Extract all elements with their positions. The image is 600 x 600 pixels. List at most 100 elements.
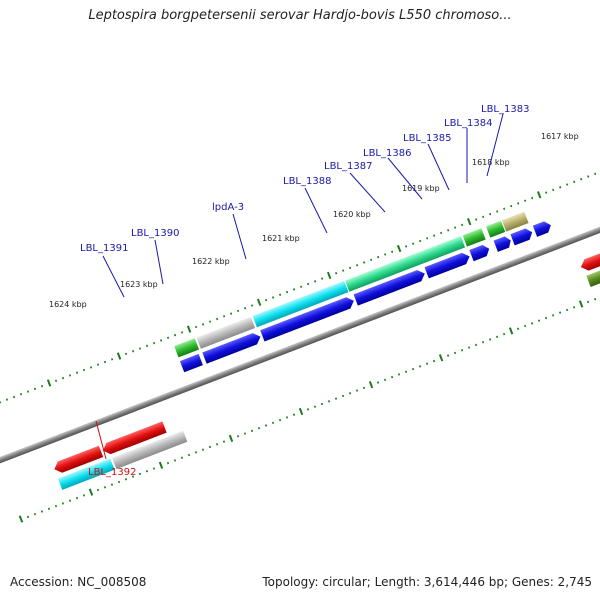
- cds-arrow[interactable]: [532, 220, 553, 237]
- feature-cyan[interactable]: [57, 458, 115, 490]
- gene-label-lbl-1386[interactable]: LBL_1386: [363, 148, 411, 159]
- major-tick: [46, 379, 52, 387]
- minor-tick: [335, 272, 338, 275]
- major-tick: [326, 271, 332, 280]
- minor-tick: [391, 250, 394, 253]
- gene-label-lbl-1383[interactable]: LBL_1383: [481, 104, 529, 115]
- minor-tick: [145, 469, 149, 473]
- minor-tick: [594, 297, 597, 301]
- minor-tick: [208, 320, 212, 323]
- feature-lbl-1390[interactable]: [196, 316, 256, 349]
- minor-tick: [537, 319, 541, 322]
- minor-tick: [433, 234, 436, 237]
- minor-tick: [559, 186, 562, 189]
- minor-tick: [552, 188, 555, 192]
- gene-labels: LBL_1391 LBL_1390 lpdA-3 LBL_1388 LBL_13…: [80, 104, 529, 478]
- gene-label-lbl-1385[interactable]: LBL_1385: [403, 133, 451, 144]
- feature-lbl-1383[interactable]: [501, 211, 529, 232]
- major-tick: [466, 218, 472, 226]
- minor-tick: [264, 298, 268, 302]
- gene-label-lbl-1391[interactable]: LBL_1391: [80, 243, 128, 254]
- minor-tick: [475, 218, 478, 221]
- minor-tick: [405, 245, 408, 248]
- minor-tick: [558, 311, 562, 314]
- minor-tick: [321, 277, 324, 280]
- minor-tick: [516, 327, 520, 330]
- minor-tick: [117, 480, 121, 484]
- minor-tick: [419, 239, 422, 243]
- gene-label-lpda-3[interactable]: lpdA-3: [212, 202, 244, 213]
- minor-tick: [363, 261, 366, 264]
- feature-lbl-1386[interactable]: [462, 228, 486, 247]
- minor-tick: [594, 172, 597, 176]
- feature-lbl-1391[interactable]: [174, 338, 200, 358]
- major-tick: [578, 300, 584, 308]
- minor-tick: [523, 324, 527, 328]
- minor-tick: [61, 376, 65, 380]
- cds-arrow[interactable]: [424, 251, 472, 279]
- scale-labels: 1624 kbp 1623 kbp 1622 kbp 1621 kbp 1620…: [49, 132, 579, 309]
- gene-label-lbl-1387[interactable]: LBL_1387: [324, 161, 372, 172]
- reverse-arrow[interactable]: [101, 421, 167, 456]
- reverse-arrow[interactable]: [52, 445, 104, 475]
- minor-tick: [292, 413, 296, 416]
- minor-tick: [166, 336, 170, 340]
- feature-lbl-1388[interactable]: [345, 236, 466, 292]
- minor-tick: [383, 378, 387, 382]
- minor-tick: [68, 374, 72, 377]
- cds-arrow[interactable]: [202, 331, 262, 364]
- accession-text: Accession: NC_008508: [10, 575, 147, 589]
- minor-tick: [110, 483, 114, 486]
- minor-tick: [566, 183, 569, 186]
- minor-tick: [54, 379, 58, 383]
- minor-tick: [348, 392, 352, 395]
- scale-label: 1619 kbp: [402, 184, 440, 193]
- gene-label-lbl-1390[interactable]: LBL_1390: [131, 228, 179, 239]
- minor-tick: [587, 175, 590, 178]
- feature-lbl-1392[interactable]: [112, 430, 188, 470]
- minor-tick: [82, 368, 86, 372]
- minor-tick: [201, 323, 205, 326]
- cds-arrow[interactable]: [493, 235, 513, 252]
- minor-tick: [131, 350, 135, 353]
- feature-lpda-3[interactable]: [252, 280, 349, 328]
- minor-tick: [454, 226, 457, 229]
- minor-tick: [40, 384, 44, 388]
- feature-lbl-1384[interactable]: [485, 220, 506, 238]
- minor-tick: [474, 343, 478, 347]
- minor-tick: [440, 231, 443, 235]
- minor-tick: [300, 285, 303, 288]
- reverse-arrow[interactable]: [579, 237, 600, 273]
- cds-arrow[interactable]: [510, 227, 534, 246]
- cds-arrow[interactable]: [179, 353, 203, 373]
- minor-tick: [89, 366, 93, 369]
- minor-tick: [103, 360, 107, 364]
- gene-label-lbl-1392[interactable]: LBL_1392: [88, 467, 136, 478]
- minor-tick: [82, 494, 86, 497]
- minor-tick: [482, 215, 485, 219]
- minor-tick: [222, 440, 226, 443]
- minor-tick: [110, 358, 114, 361]
- cds-arrow[interactable]: [260, 295, 356, 342]
- minor-tick: [327, 400, 331, 403]
- minor-tick: [215, 317, 219, 321]
- cds-arrow[interactable]: [469, 243, 491, 262]
- gene-label-lbl-1388[interactable]: LBL_1388: [283, 176, 331, 187]
- minor-tick: [180, 331, 184, 334]
- minor-tick: [279, 293, 282, 297]
- minor-tick: [320, 402, 324, 406]
- minor-tick: [313, 405, 317, 408]
- scale-ticks-lower: [18, 297, 597, 523]
- chromosome-backbone: [0, 185, 600, 493]
- minor-tick: [587, 300, 590, 304]
- gene-label-lbl-1384[interactable]: LBL_1384: [444, 118, 492, 129]
- minor-tick: [376, 381, 380, 384]
- minor-tick: [314, 280, 317, 283]
- major-tick: [368, 381, 374, 389]
- minor-tick: [264, 424, 268, 427]
- minor-tick: [40, 510, 44, 513]
- minor-tick: [152, 467, 156, 470]
- minor-tick: [271, 421, 275, 425]
- minor-tick: [173, 333, 177, 337]
- cds-arrow[interactable]: [353, 268, 427, 306]
